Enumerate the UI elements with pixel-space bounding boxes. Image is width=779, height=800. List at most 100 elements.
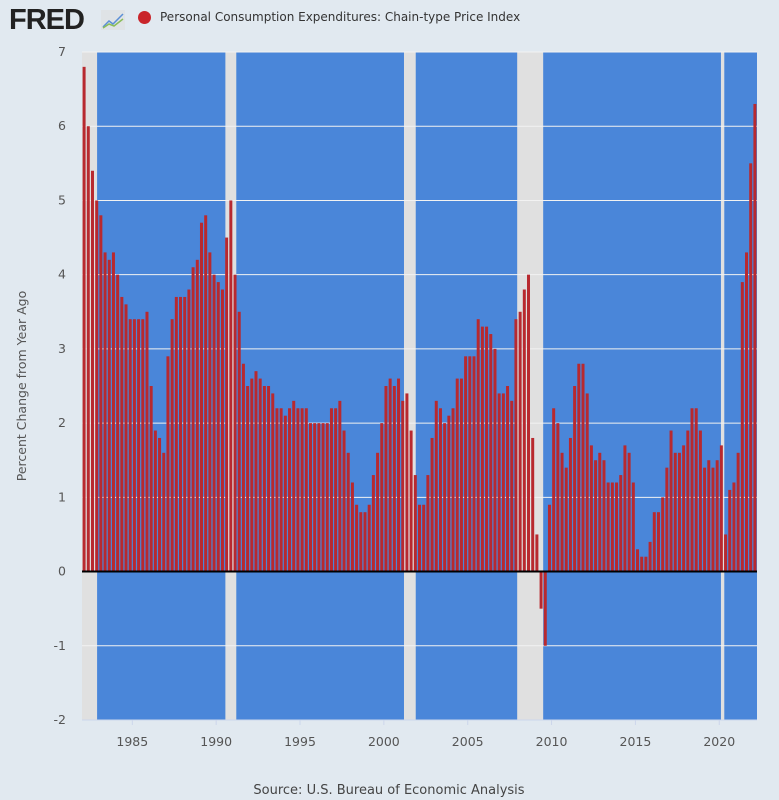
y-tick-label: 1 xyxy=(58,489,66,504)
bar xyxy=(711,467,715,572)
bar xyxy=(422,504,426,572)
bar xyxy=(170,319,174,572)
bar xyxy=(661,497,665,572)
bar xyxy=(459,378,463,572)
bar xyxy=(86,126,90,572)
bar xyxy=(233,274,237,572)
bar xyxy=(141,319,145,572)
bar xyxy=(99,215,103,572)
bar xyxy=(518,311,522,572)
x-tick-label: 2000 xyxy=(368,734,400,749)
bar xyxy=(455,378,459,572)
bar xyxy=(82,66,86,572)
legend-label: Personal Consumption Expenditures: Chain… xyxy=(160,10,521,24)
bar xyxy=(199,222,203,572)
bar xyxy=(363,512,367,572)
bar xyxy=(594,460,598,572)
bar xyxy=(367,504,371,572)
bar xyxy=(589,445,593,572)
bar xyxy=(648,541,652,572)
bar xyxy=(128,319,132,572)
bar xyxy=(397,378,401,572)
bar xyxy=(715,460,719,572)
bar xyxy=(304,408,308,572)
bar xyxy=(506,386,510,572)
bar xyxy=(694,408,698,572)
series-marker-icon xyxy=(138,10,151,24)
bar xyxy=(686,430,690,572)
bar xyxy=(543,571,547,646)
bar xyxy=(527,274,531,572)
bar xyxy=(250,378,254,572)
bar xyxy=(522,289,526,572)
bar xyxy=(237,311,241,572)
bar xyxy=(749,163,753,572)
bar xyxy=(606,482,610,572)
bar xyxy=(707,460,711,572)
legend: Personal Consumption Expenditures: Chain… xyxy=(138,10,520,24)
bar xyxy=(472,356,476,572)
bar xyxy=(300,408,304,572)
bar xyxy=(732,482,736,572)
bar xyxy=(342,430,346,572)
bar xyxy=(497,393,501,572)
bar xyxy=(229,200,233,572)
x-tick-label: 1985 xyxy=(116,734,148,749)
bar xyxy=(271,393,275,572)
bar xyxy=(409,430,413,572)
bar xyxy=(476,319,480,572)
bar xyxy=(615,482,619,572)
bar xyxy=(413,475,417,572)
bar xyxy=(636,549,640,572)
bar xyxy=(724,534,728,572)
bar xyxy=(535,534,539,572)
fred-chart-logo-icon xyxy=(101,10,125,30)
bar xyxy=(191,267,195,572)
bar xyxy=(329,408,333,572)
bar xyxy=(669,430,673,572)
bar xyxy=(489,334,493,572)
bar xyxy=(162,452,166,572)
y-tick-label: -1 xyxy=(54,638,66,653)
bar xyxy=(338,400,342,572)
y-axis-label: Percent Change from Year Ago xyxy=(14,291,29,481)
fred-logo[interactable]: FRED xyxy=(9,4,85,36)
bar xyxy=(166,356,170,572)
recession-shading xyxy=(403,52,416,720)
bar xyxy=(677,452,681,572)
bar xyxy=(288,408,292,572)
y-tick-label: 6 xyxy=(58,118,66,133)
bar xyxy=(359,512,363,572)
bar xyxy=(313,423,317,572)
y-tick-label: 4 xyxy=(58,267,66,282)
bar xyxy=(258,378,262,572)
bar xyxy=(204,215,208,572)
bar xyxy=(631,482,635,572)
bar xyxy=(111,252,115,572)
bar xyxy=(308,423,312,572)
bar xyxy=(376,452,380,572)
bar xyxy=(443,423,447,572)
bar xyxy=(514,319,518,572)
x-tick-label: 2020 xyxy=(703,734,735,749)
bar xyxy=(623,445,627,572)
bar xyxy=(179,296,183,572)
y-tick-label: 7 xyxy=(58,44,66,59)
bar xyxy=(371,475,375,572)
bar xyxy=(673,452,677,572)
bar xyxy=(690,408,694,572)
bar xyxy=(334,408,338,572)
bar xyxy=(392,386,396,572)
bar xyxy=(468,356,472,572)
bar xyxy=(384,386,388,572)
bar xyxy=(719,445,723,572)
bar xyxy=(321,423,325,572)
bar xyxy=(401,400,405,572)
x-tick-label: 2015 xyxy=(620,734,652,749)
bar xyxy=(132,319,136,572)
bar xyxy=(560,452,564,572)
bar xyxy=(640,556,644,572)
bar xyxy=(174,296,178,572)
x-tick-label: 1995 xyxy=(284,734,316,749)
bar xyxy=(547,504,551,572)
